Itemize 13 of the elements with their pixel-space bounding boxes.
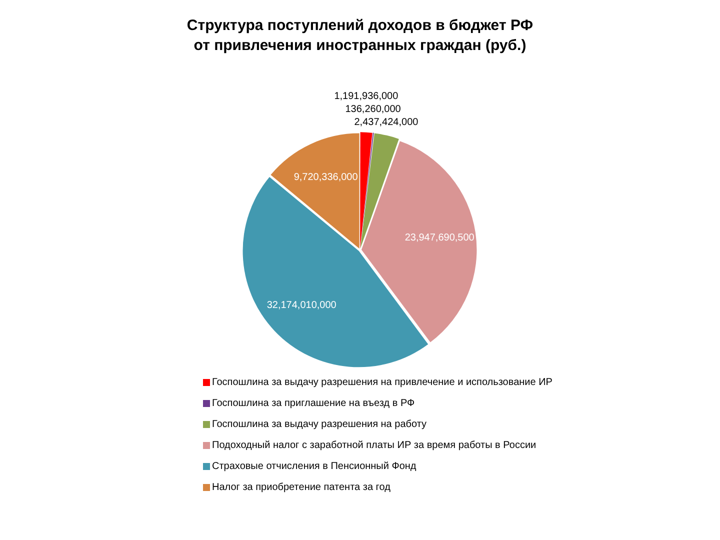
legend-label: Страховые отчисления в Пенсионный Фонд [212,461,416,472]
legend-label: Налог за приобретение патента за год [212,482,390,493]
chart-title: Структура поступлений доходов в бюджет РФ от привлечения иностранных граждан (руб.) [186,16,534,56]
data-label: 1,191,936,000 [334,90,399,102]
data-label: 2,437,424,000 [354,116,419,128]
data-label: 23,947,690,500 [404,232,475,244]
data-label: 32,174,010,000 [266,300,337,312]
legend-label: Госпошлина за выдачу разрешения на привлечение и использование ИР [212,377,552,388]
legend-label: Госпошлина за приглашение на въезд в РФ [212,398,415,409]
data-label: 9,720,336,000 [294,172,358,183]
data-label: 136,260,000 [345,104,402,115]
legend-label: Госпошлина за выдачу разрешения на работу [212,419,427,430]
legend-label: Подоходный налог с заработной платы ИР за время работы в России [212,440,536,451]
